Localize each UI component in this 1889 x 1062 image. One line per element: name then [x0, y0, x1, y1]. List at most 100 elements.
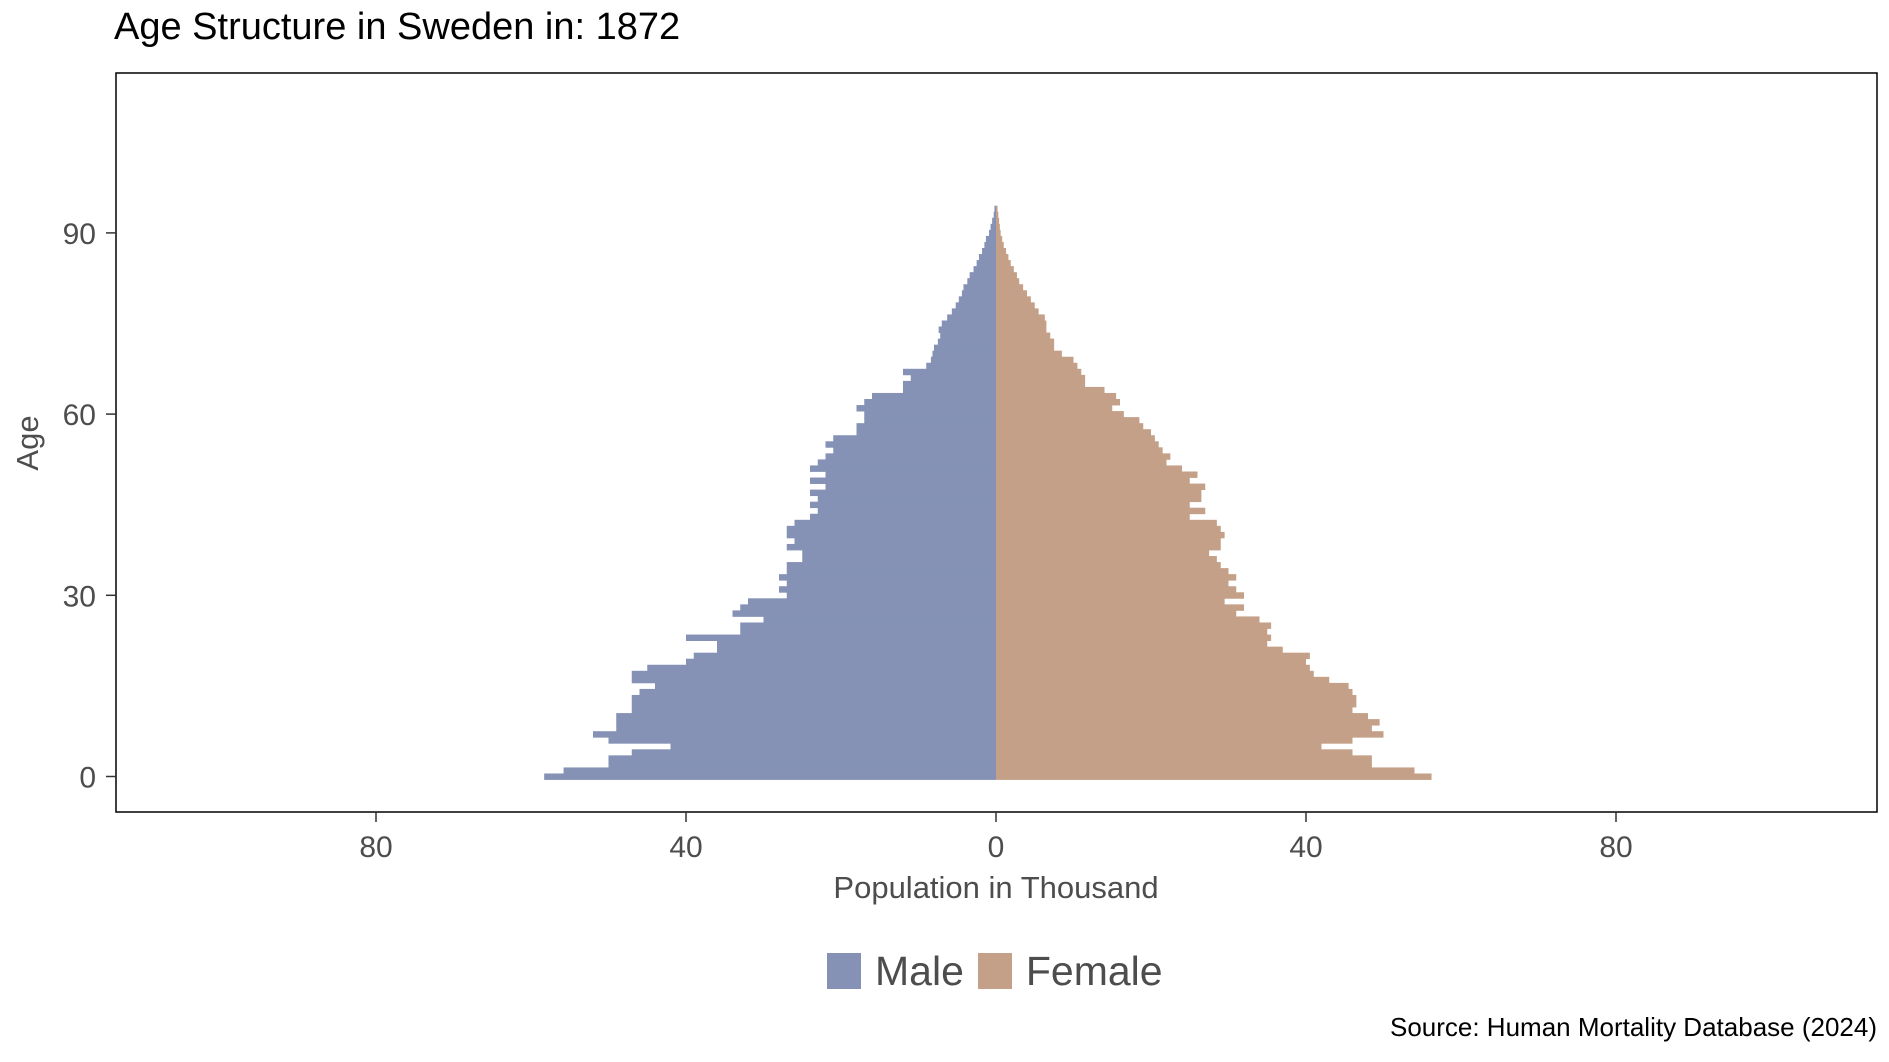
- bar-male-age-0: [544, 773, 996, 780]
- bar-male-age-83: [969, 272, 996, 279]
- bar-male-age-56: [833, 435, 996, 442]
- bar-female-age-90: [996, 229, 1001, 237]
- bar-male-age-6: [608, 737, 996, 744]
- bar-female-age-57: [996, 429, 1151, 436]
- bar-female-age-55: [996, 441, 1159, 448]
- bar-female-age-35: [996, 562, 1221, 569]
- bar-male-age-82: [967, 278, 996, 285]
- bar-male-age-76: [947, 314, 996, 321]
- bar-female-age-86: [996, 254, 1009, 261]
- bar-male-age-78: [955, 302, 996, 309]
- bar-female-age-69: [996, 356, 1074, 364]
- bar-male-age-19: [686, 658, 996, 666]
- bar-female-age-47: [996, 489, 1202, 497]
- bar-male-age-43: [810, 513, 996, 521]
- bar-male-age-36: [802, 556, 996, 563]
- x-axis: 80 40 0 40 80: [359, 812, 1633, 864]
- bar-female-age-94: [996, 205, 998, 213]
- bar-female-age-20: [996, 652, 1310, 660]
- bar-male-age-40: [786, 531, 996, 539]
- bar-male-age-14: [639, 688, 996, 696]
- source-note: Source: Human Mortality Database (2024): [1389, 1012, 1877, 1042]
- bar-male-age-89: [985, 235, 996, 243]
- bar-male-age-90: [989, 229, 996, 237]
- bar-male-age-52: [817, 459, 996, 466]
- bar-female-age-38: [996, 543, 1221, 551]
- bar-female-age-87: [996, 248, 1007, 255]
- bar-male-age-81: [963, 284, 996, 291]
- bar-male-age-21: [717, 646, 996, 654]
- bar-female-age-45: [996, 501, 1190, 509]
- bar-female-age-93: [996, 211, 999, 219]
- x-tick-label: 40: [1289, 831, 1322, 864]
- bar-male-age-7: [593, 731, 996, 738]
- bar-female-age-28: [996, 604, 1244, 611]
- bar-female-age-48: [996, 483, 1206, 490]
- y-tick-label: 60: [63, 399, 96, 432]
- bar-female-age-58: [996, 423, 1144, 430]
- bar-female-age-19: [996, 658, 1306, 666]
- bar-female-age-65: [996, 380, 1086, 388]
- bar-male-age-15: [655, 682, 996, 690]
- bar-male-age-10: [616, 713, 996, 720]
- bar-male-age-91: [990, 223, 996, 231]
- bar-male-age-13: [631, 694, 996, 702]
- bar-male-age-64: [903, 386, 996, 394]
- bar-female-age-43: [996, 513, 1190, 521]
- bar-male-age-88: [984, 241, 996, 249]
- bar-female-age-32: [996, 580, 1229, 587]
- bar-female-age-8: [996, 725, 1372, 732]
- bar-male-age-34: [786, 568, 996, 575]
- bar-male-age-79: [958, 296, 996, 303]
- bar-male-age-41: [786, 525, 996, 533]
- bar-female-age-44: [996, 507, 1206, 515]
- bar-female-age-13: [996, 694, 1357, 702]
- bar-female-age-5: [996, 743, 1322, 750]
- bar-male-age-4: [631, 749, 996, 756]
- bar-male-age-53: [825, 453, 996, 460]
- bar-male-age-51: [810, 465, 996, 472]
- bar-male-age-25: [740, 622, 996, 629]
- bar-male-age-85: [976, 260, 996, 267]
- legend-label-male: Male: [875, 947, 964, 994]
- chart-title: Age Structure in Sweden in: 1872: [114, 6, 681, 48]
- bar-female-age-78: [996, 302, 1035, 309]
- bar-male-age-5: [670, 743, 996, 750]
- bar-female-age-79: [996, 296, 1031, 303]
- legend: Male Female: [827, 946, 1177, 996]
- bar-female-age-73: [996, 332, 1051, 339]
- x-tick-label: 40: [669, 831, 702, 864]
- bar-male-age-72: [937, 338, 996, 346]
- bar-male-age-44: [817, 507, 996, 515]
- bar-female-age-59: [996, 417, 1140, 424]
- bar-male-age-35: [786, 562, 996, 569]
- x-tick-label: 80: [1599, 831, 1632, 864]
- bar-male-age-23: [686, 634, 996, 641]
- bar-male-age-11: [631, 707, 996, 714]
- y-tick-label: 0: [79, 762, 96, 795]
- bar-female-age-46: [996, 495, 1202, 503]
- y-tick-label: 30: [63, 580, 96, 613]
- bar-female-age-51: [996, 465, 1182, 472]
- bar-female-age-34: [996, 568, 1229, 575]
- bar-female-age-40: [996, 531, 1225, 539]
- bar-female-age-2: [996, 761, 1372, 768]
- bar-male-age-3: [608, 755, 996, 762]
- bar-female-age-16: [996, 676, 1330, 684]
- bar-male-age-50: [825, 471, 996, 478]
- bar-male-age-70: [932, 350, 996, 358]
- bar-male-age-27: [732, 610, 996, 617]
- bar-female-age-76: [996, 314, 1045, 321]
- bar-female-age-14: [996, 688, 1353, 696]
- legend-swatch-female: [977, 953, 1012, 989]
- bar-male-age-66: [910, 374, 996, 382]
- bar-female-age-62: [996, 399, 1120, 406]
- y-tick-label: 90: [63, 218, 96, 251]
- bar-female-age-10: [996, 713, 1368, 720]
- bar-female-age-84: [996, 266, 1014, 273]
- bar-female-age-11: [996, 707, 1353, 714]
- bar-male-age-93: [993, 211, 996, 219]
- bar-female-age-1: [996, 767, 1415, 774]
- bar-female-age-83: [996, 272, 1017, 279]
- bar-male-age-16: [631, 676, 996, 684]
